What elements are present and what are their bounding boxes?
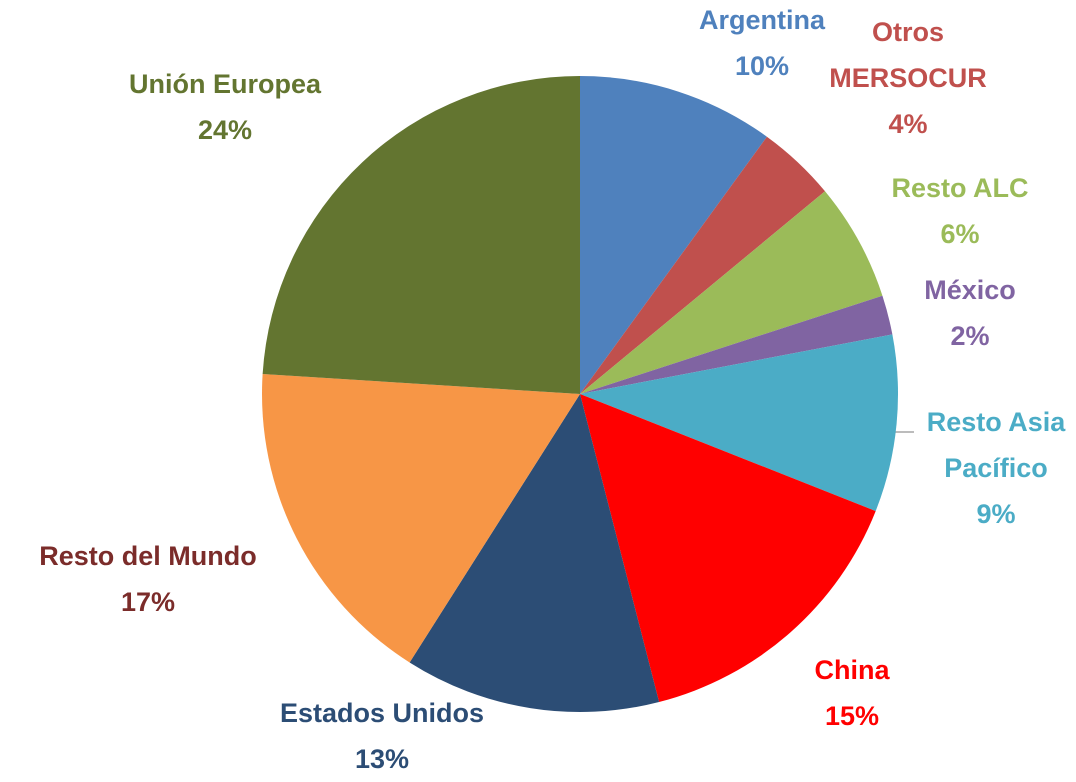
slice-label: México 2% <box>890 267 1050 359</box>
pie-slice <box>580 394 876 703</box>
category-label: Resto ALC <box>891 173 1029 203</box>
category-label: Unión Europea <box>128 69 321 99</box>
pie-slice <box>580 136 826 394</box>
value-label: 2% <box>950 321 990 351</box>
value-label: 24% <box>197 115 253 145</box>
category-label: China <box>814 655 890 685</box>
slice-label: Resto del Mundo 17% <box>0 533 298 625</box>
pie-slice <box>262 374 580 663</box>
value-label: 6% <box>940 219 980 249</box>
value-label: 9% <box>976 499 1016 529</box>
slice-label: Otros MERSOCUR 4% <box>808 9 1008 147</box>
pie-slice <box>580 334 898 512</box>
value-label: 15% <box>824 701 880 731</box>
value-label: 13% <box>354 744 410 774</box>
value-label: 10% <box>734 51 790 81</box>
category-label: Otros MERSOCUR <box>829 17 987 93</box>
value-label: 4% <box>888 109 928 139</box>
slice-label: Unión Europea 24% <box>75 61 375 153</box>
category-label: Estados Unidos <box>279 698 485 728</box>
slice-label: Estados Unidos 13% <box>242 690 522 782</box>
pie-slice <box>262 76 580 394</box>
slice-label: Argentina 10% <box>662 0 862 89</box>
slice-label: Resto ALC 6% <box>860 165 1060 257</box>
pie-slice <box>580 295 893 394</box>
category-label: Argentina <box>698 5 825 35</box>
category-label: Resto Asia Pacífico <box>926 407 1066 483</box>
value-label: 17% <box>120 587 176 617</box>
pie-slice <box>409 394 660 712</box>
category-label: Resto del Mundo <box>39 541 257 571</box>
slice-label: Resto Asia Pacífico 9% <box>911 399 1076 537</box>
category-label: México <box>924 275 1016 305</box>
pie-slice <box>580 191 883 394</box>
slice-label: China 15% <box>772 647 932 739</box>
pie-slice <box>580 76 767 394</box>
